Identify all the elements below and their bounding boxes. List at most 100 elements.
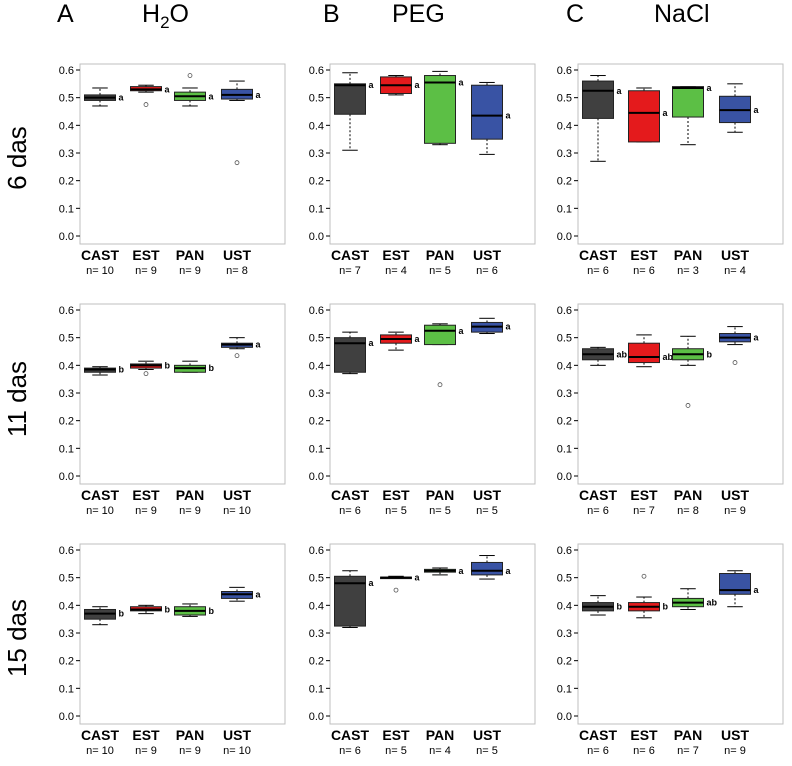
- sample-size-label-pan: n= 3: [677, 265, 699, 277]
- sample-size-label-pan: n= 5: [429, 505, 451, 517]
- significance-label-ust: a: [506, 566, 512, 576]
- box-est: [628, 342, 660, 364]
- y-tick-label: 0.2: [59, 416, 74, 428]
- y-tick-label: 0.3: [59, 148, 74, 160]
- y-tick-label: 0.5: [59, 333, 74, 345]
- row-label-6-das: 6 das: [2, 126, 32, 190]
- significance-label-est: a: [415, 80, 421, 90]
- sample-size-label-est: n= 6: [633, 745, 655, 757]
- significance-label-ust: a: [256, 589, 262, 599]
- category-label-est: EST: [630, 247, 658, 263]
- y-tick-label: 0.6: [59, 545, 74, 557]
- significance-label-ust: a: [506, 111, 512, 121]
- y-tick-label: 0.3: [309, 628, 324, 640]
- plot-frame: [577, 303, 784, 485]
- sample-size-label-cast: n= 6: [587, 265, 609, 277]
- category-label-est: EST: [132, 727, 160, 743]
- significance-label-pan: b: [209, 606, 215, 616]
- y-tick-label: 0.4: [557, 600, 572, 612]
- significance-label-cast: a: [617, 86, 623, 96]
- sample-size-label-est: n= 6: [633, 265, 655, 277]
- y-tick-label: 0.6: [557, 305, 572, 317]
- y-tick-label: 0.4: [309, 120, 324, 132]
- significance-label-cast: a: [369, 80, 375, 90]
- y-tick-label: 0.4: [309, 600, 324, 612]
- significance-label-cast: a: [119, 93, 125, 103]
- y-tick-label: 0.6: [59, 305, 74, 317]
- sample-size-label-ust: n= 8: [226, 265, 248, 277]
- y-tick-label: 0.2: [59, 656, 74, 668]
- y-tick-label: 0.1: [59, 203, 74, 215]
- category-label-pan: PAN: [176, 727, 205, 743]
- box-ust: [471, 84, 503, 140]
- category-label-ust: UST: [721, 247, 749, 263]
- y-tick-label: 0.0: [59, 231, 74, 243]
- y-tick-label: 0.6: [309, 305, 324, 317]
- category-label-cast: CAST: [579, 247, 618, 263]
- y-tick-label: 0.4: [59, 360, 74, 372]
- sample-size-label-pan: n= 7: [677, 745, 699, 757]
- y-tick-label: 0.1: [557, 203, 572, 215]
- significance-label-pan: a: [459, 566, 465, 576]
- sample-size-label-ust: n= 9: [724, 745, 746, 757]
- y-tick-label: 0.0: [557, 231, 572, 243]
- outlier-point: [437, 382, 443, 388]
- column-title-peg: PEG: [392, 0, 445, 28]
- category-label-ust: UST: [223, 727, 251, 743]
- y-tick-label: 0.1: [59, 443, 74, 455]
- sample-size-label-cast: n= 10: [86, 745, 114, 757]
- category-label-cast: CAST: [579, 727, 618, 743]
- y-tick-label: 0.6: [59, 65, 74, 77]
- y-tick-label: 0.5: [309, 93, 324, 105]
- y-tick-label: 0.2: [59, 176, 74, 188]
- category-label-cast: CAST: [331, 727, 370, 743]
- significance-label-cast: b: [119, 609, 125, 619]
- column-title-h2o-main: H: [142, 0, 161, 28]
- category-label-pan: PAN: [176, 247, 205, 263]
- sample-size-label-pan: n= 8: [677, 505, 699, 517]
- row-label-11-das: 11 das: [2, 360, 32, 438]
- y-tick-label: 0.5: [59, 93, 74, 105]
- sample-size-label-ust: n= 10: [223, 505, 251, 517]
- sample-size-label-cast: n= 6: [339, 745, 361, 757]
- sample-size-label-ust: n= 10: [223, 745, 251, 757]
- panel-h2o-15-das: 0.0 0.1 0.2 0.3 0.4 0.5 0.6 b CAST n= 10 b EST n= 9 b…: [59, 543, 286, 757]
- category-label-pan: PAN: [674, 487, 703, 503]
- significance-label-ust: a: [754, 105, 760, 115]
- plot-frame: [329, 543, 536, 725]
- category-label-ust: UST: [473, 727, 501, 743]
- significance-label-ust: a: [754, 333, 760, 343]
- y-tick-label: 0.6: [309, 545, 324, 557]
- panel-peg-6-das: 0.0 0.1 0.2 0.3 0.4 0.5 0.6 a CAST n= 7 a EST n= 4 a P…: [309, 63, 536, 277]
- significance-label-pan: b: [209, 363, 215, 373]
- significance-label-cast: b: [617, 602, 623, 612]
- sample-size-label-cast: n= 7: [339, 265, 361, 277]
- y-tick-label: 0.3: [309, 148, 324, 160]
- sample-size-label-est: n= 9: [135, 265, 157, 277]
- sample-size-label-ust: n= 4: [724, 265, 746, 277]
- y-tick-label: 0.1: [59, 683, 74, 695]
- category-label-ust: UST: [473, 247, 501, 263]
- box-ust: [719, 573, 751, 595]
- panel-h2o-11-das: 0.0 0.1 0.2 0.3 0.4 0.5 0.6 b CAST n= 10 b EST n= 9 b…: [59, 303, 286, 517]
- panel-nacl-15-das: 0.0 0.1 0.2 0.3 0.4 0.5 0.6 b CAST n= 6 b EST n= 6 ab…: [557, 543, 784, 757]
- sample-size-label-cast: n= 6: [587, 505, 609, 517]
- y-tick-label: 0.4: [557, 120, 572, 132]
- y-tick-label: 0.5: [557, 333, 572, 345]
- box-pan: [672, 86, 704, 118]
- sample-size-label-est: n= 5: [385, 505, 407, 517]
- significance-label-pan: a: [459, 326, 465, 336]
- y-tick-label: 0.0: [59, 711, 74, 723]
- y-tick-label: 0.1: [309, 443, 324, 455]
- significance-label-ust: a: [256, 340, 262, 350]
- significance-label-cast: a: [369, 578, 375, 588]
- y-tick-label: 0.3: [557, 388, 572, 400]
- significance-label-est: b: [165, 360, 171, 370]
- significance-label-est: a: [415, 573, 421, 583]
- y-tick-label: 0.1: [557, 443, 572, 455]
- y-tick-label: 0.6: [557, 545, 572, 557]
- box-cast: [334, 575, 366, 627]
- y-tick-label: 0.1: [557, 683, 572, 695]
- sample-size-label-est: n= 9: [135, 505, 157, 517]
- panel-peg-11-das: 0.0 0.1 0.2 0.3 0.4 0.5 0.6 a CAST n= 6 a EST n= 5 a P…: [309, 303, 536, 517]
